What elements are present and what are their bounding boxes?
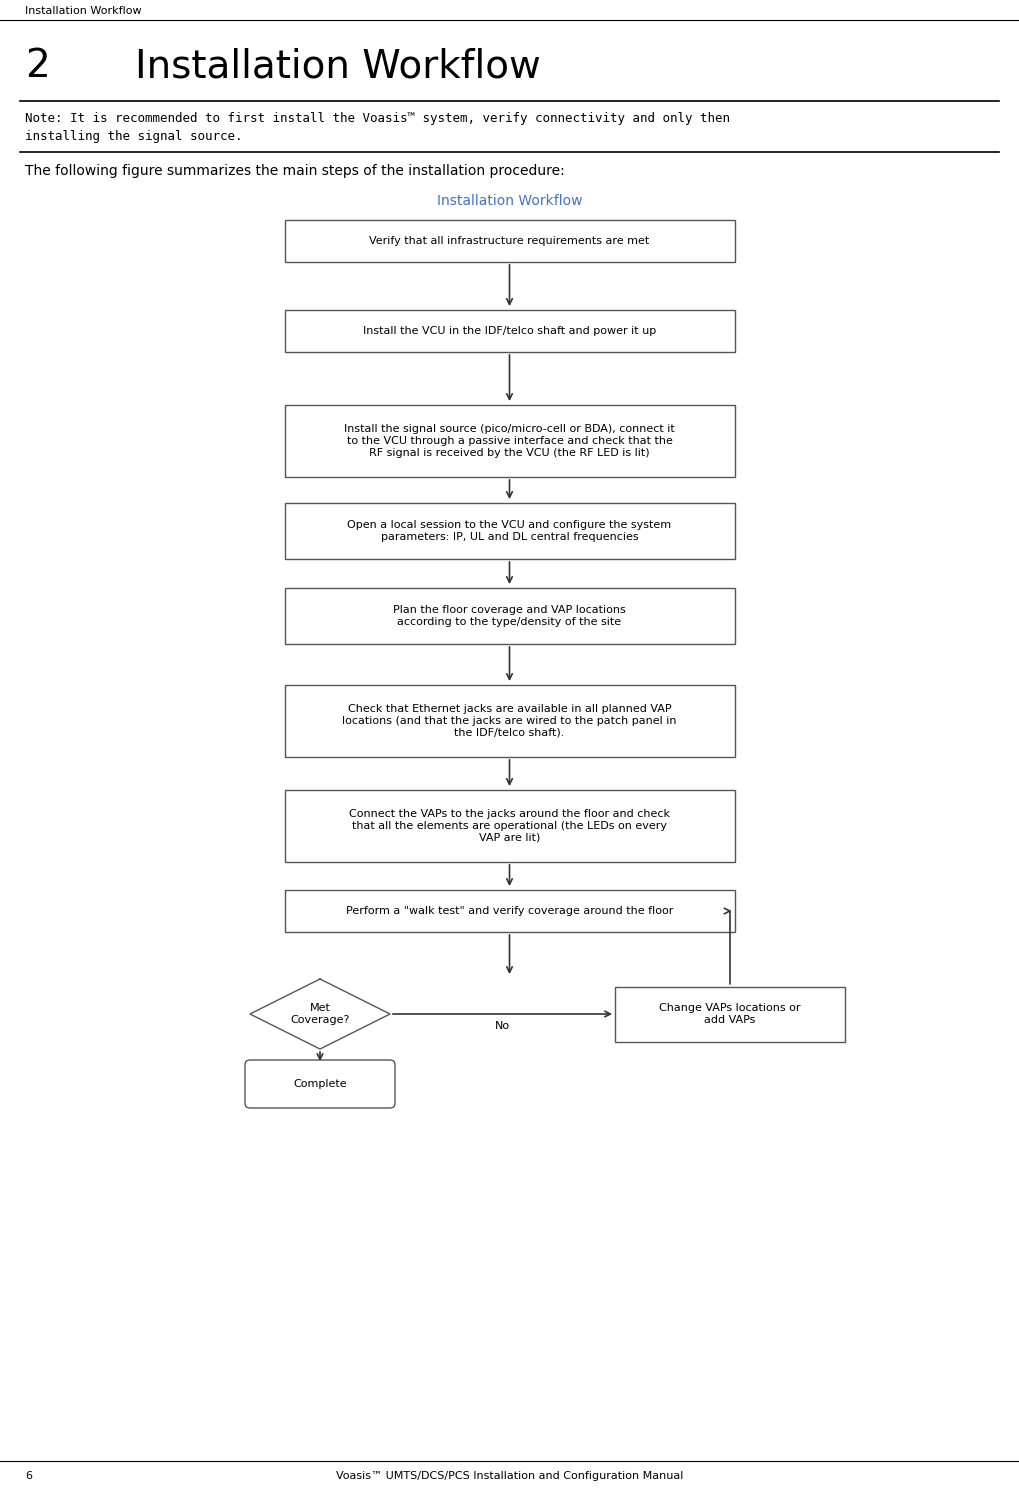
- FancyBboxPatch shape: [284, 685, 735, 757]
- Text: The following figure summarizes the main steps of the installation procedure:: The following figure summarizes the main…: [25, 165, 565, 178]
- Text: Install the VCU in the IDF/telco shaft and power it up: Install the VCU in the IDF/telco shaft a…: [363, 326, 656, 337]
- FancyBboxPatch shape: [284, 588, 735, 643]
- FancyBboxPatch shape: [284, 405, 735, 477]
- FancyBboxPatch shape: [284, 503, 735, 560]
- FancyBboxPatch shape: [284, 790, 735, 862]
- Text: Complete: Complete: [293, 1079, 346, 1089]
- FancyBboxPatch shape: [284, 220, 735, 262]
- Text: Install the signal source (pico/micro-cell or BDA), connect it
to the VCU throug: Install the signal source (pico/micro-ce…: [344, 425, 675, 458]
- Text: Perform a "walk test" and verify coverage around the floor: Perform a "walk test" and verify coverag…: [345, 907, 674, 916]
- Text: 2: 2: [25, 46, 50, 85]
- FancyBboxPatch shape: [284, 890, 735, 932]
- Text: Open a local session to the VCU and configure the system
parameters: IP, UL and : Open a local session to the VCU and conf…: [347, 521, 672, 542]
- Text: Installation Workflow: Installation Workflow: [25, 6, 142, 16]
- Text: Check that Ethernet jacks are available in all planned VAP
locations (and that t: Check that Ethernet jacks are available …: [342, 705, 677, 738]
- Text: Installation Workflow: Installation Workflow: [135, 46, 541, 85]
- Text: Verify that all infrastructure requirements are met: Verify that all infrastructure requireme…: [369, 236, 650, 245]
- Text: Connect the VAPs to the jacks around the floor and check
that all the elements a: Connect the VAPs to the jacks around the…: [348, 809, 671, 842]
- Text: Plan the floor coverage and VAP locations
according to the type/density of the s: Plan the floor coverage and VAP location…: [393, 606, 626, 627]
- FancyBboxPatch shape: [615, 986, 845, 1041]
- Text: No: No: [495, 1020, 511, 1031]
- Text: Installation Workflow: Installation Workflow: [437, 194, 582, 208]
- FancyBboxPatch shape: [284, 310, 735, 352]
- Polygon shape: [250, 978, 390, 1049]
- Text: Met
Coverage?: Met Coverage?: [290, 1004, 350, 1025]
- Text: 6: 6: [25, 1471, 32, 1481]
- Text: Voasis™ UMTS/DCS/PCS Installation and Configuration Manual: Voasis™ UMTS/DCS/PCS Installation and Co…: [336, 1471, 683, 1481]
- FancyBboxPatch shape: [245, 1061, 395, 1109]
- Text: Change VAPs locations or
add VAPs: Change VAPs locations or add VAPs: [659, 1004, 801, 1025]
- Text: installing the signal source.: installing the signal source.: [25, 130, 243, 142]
- Text: Note: It is recommended to first install the Voasis™ system, verify connectivity: Note: It is recommended to first install…: [25, 112, 730, 124]
